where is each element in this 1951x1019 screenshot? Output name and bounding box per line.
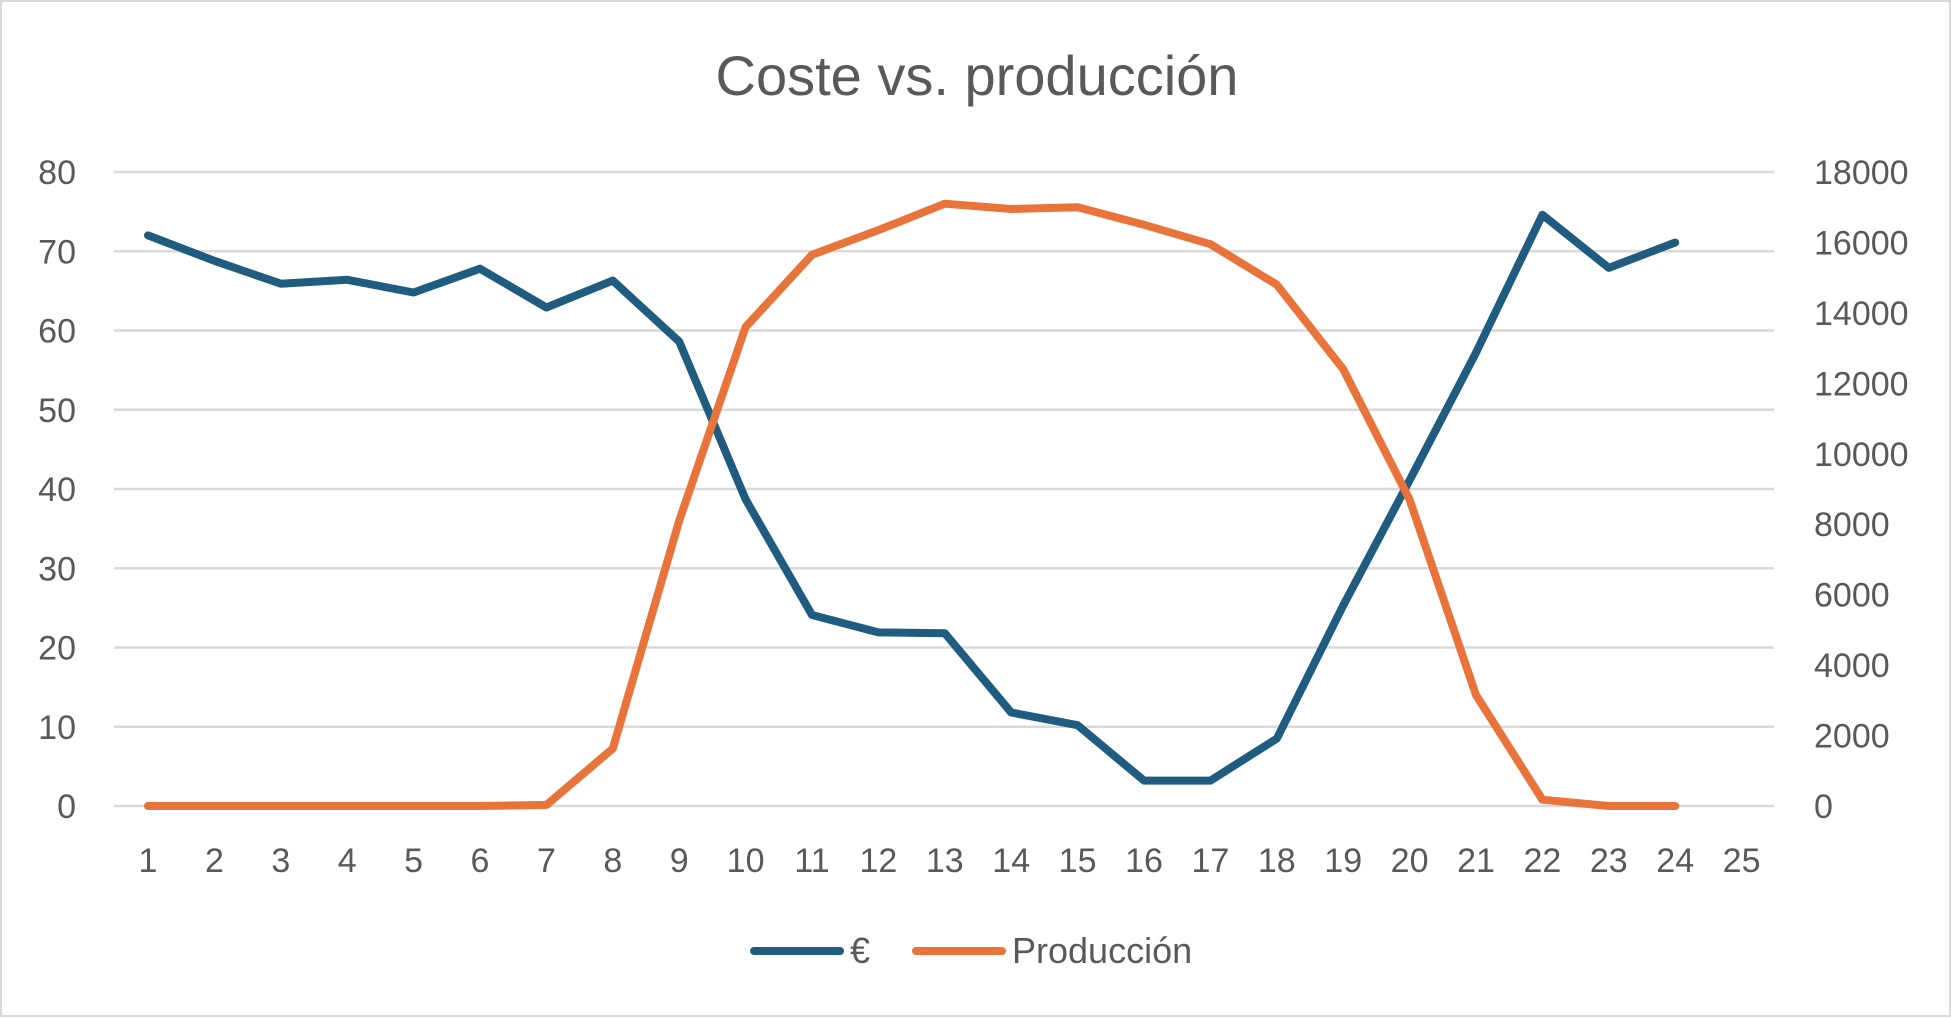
x-tick-label: 3: [271, 842, 290, 880]
x-tick-label: 6: [471, 842, 490, 880]
legend-label: Producción: [1012, 930, 1192, 971]
y-axis-left: 0 10 20 30 40 50 60 70 80: [38, 154, 76, 826]
x-tick-label: 17: [1191, 842, 1229, 880]
x-tick-label: 16: [1125, 842, 1163, 880]
x-tick-label: 2: [205, 842, 224, 880]
y-tick-label: 70: [38, 233, 76, 271]
y2-tick-label: 10000: [1814, 436, 1909, 474]
x-tick-label: 23: [1590, 842, 1628, 880]
y2-tick-label: 14000: [1814, 295, 1909, 333]
x-tick-label: 4: [338, 842, 357, 880]
y-tick-label: 0: [57, 788, 76, 826]
y2-tick-label: 18000: [1814, 154, 1909, 192]
x-tick-label: 20: [1391, 842, 1429, 880]
y-tick-label: 30: [38, 550, 76, 588]
y2-tick-label: 16000: [1814, 224, 1909, 262]
x-tick-label: 11: [794, 842, 829, 880]
series-line-produccion: [144, 199, 1680, 810]
legend-label: €: [850, 930, 870, 971]
x-tick-label: 24: [1656, 842, 1694, 880]
y2-tick-label: 2000: [1814, 718, 1890, 756]
x-tick-label: 13: [926, 842, 964, 880]
y-tick-label: 60: [38, 313, 76, 351]
y2-tick-label: 12000: [1814, 365, 1909, 403]
x-tick-label: 7: [537, 842, 556, 880]
x-tick-label: 9: [670, 842, 689, 880]
x-tick-label: 21: [1457, 842, 1495, 880]
x-tick-label: 8: [603, 842, 622, 880]
x-tick-label: 25: [1723, 842, 1761, 880]
x-tick-label: 22: [1523, 842, 1561, 880]
gridlines: [114, 170, 1774, 808]
legend: € Producción: [750, 930, 1192, 971]
y-axis-right: 0 2000 4000 6000 8000 10000 12000 14000 16000 180…: [1814, 154, 1909, 826]
x-tick-label: 1: [139, 842, 158, 880]
x-tick-label: 12: [859, 842, 897, 880]
y-tick-label: 20: [38, 630, 76, 668]
x-axis: 1 2 3 4 5 6 7 8 9 10 11 12 13 14 15 16 17 18 19 20 21 22 23 24 2…: [139, 842, 1761, 880]
y-tick-label: 40: [38, 471, 76, 509]
y-tick-label: 10: [38, 709, 76, 747]
x-tick-label: 18: [1258, 842, 1296, 880]
y-tick-label: 50: [38, 392, 76, 430]
series-lines: [144, 199, 1680, 810]
series-line-coste: [144, 210, 1680, 785]
x-tick-label: 19: [1324, 842, 1362, 880]
y2-tick-label: 4000: [1814, 647, 1890, 685]
y-tick-label: 80: [38, 154, 76, 192]
x-tick-label: 14: [992, 842, 1030, 880]
x-tick-label: 10: [727, 842, 765, 880]
x-tick-label: 5: [404, 842, 423, 880]
y2-tick-label: 6000: [1814, 577, 1890, 615]
chart-title: Coste vs. producción: [716, 44, 1239, 107]
y2-tick-label: 0: [1814, 788, 1833, 826]
x-tick-label: 15: [1059, 842, 1097, 880]
y2-tick-label: 8000: [1814, 506, 1890, 544]
